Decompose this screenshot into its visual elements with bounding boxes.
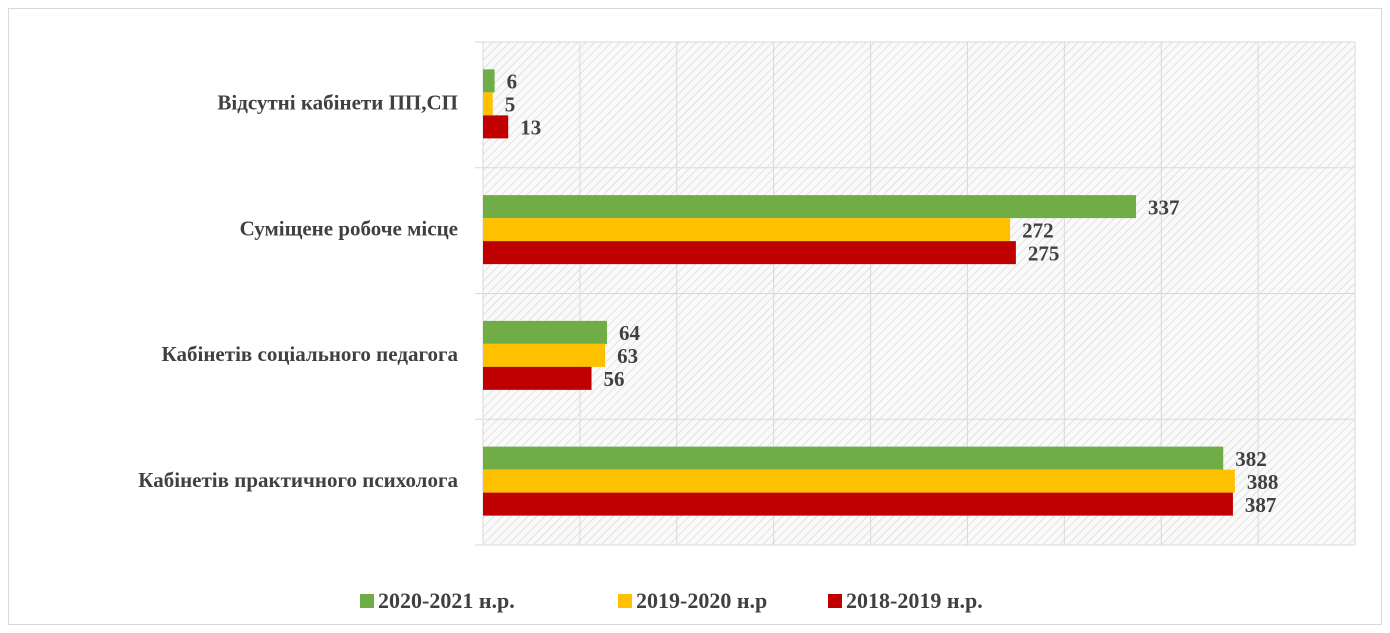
- bar: [483, 446, 1224, 470]
- legend-swatch: [360, 594, 374, 608]
- bar: [483, 492, 1233, 516]
- value-label: 382: [1235, 447, 1267, 471]
- value-label: 272: [1022, 218, 1054, 242]
- category-label: Суміщене робоче місце: [240, 216, 458, 240]
- bar: [483, 69, 495, 93]
- bar: [483, 115, 509, 139]
- category-label: Відсутні кабінети ПП,СП: [217, 91, 458, 115]
- value-label: 5: [505, 93, 516, 117]
- category-label: Кабінетів практичного психолога: [138, 468, 458, 492]
- value-label: 64: [619, 321, 641, 345]
- legend-label: 2019-2020 н.р: [636, 588, 767, 613]
- legend-swatch: [618, 594, 632, 608]
- value-label: 63: [617, 344, 638, 368]
- bar: [483, 343, 606, 367]
- legend-swatch: [828, 594, 842, 608]
- value-label: 337: [1148, 195, 1180, 219]
- value-label: 13: [520, 116, 541, 140]
- category-label: Кабінетів соціального педагога: [162, 342, 459, 366]
- value-label: 275: [1028, 241, 1060, 265]
- bar: [483, 218, 1011, 242]
- value-label: 56: [604, 367, 625, 391]
- bar: [483, 241, 1016, 265]
- value-label: 388: [1247, 470, 1279, 494]
- bar: [483, 366, 592, 390]
- bar: [483, 469, 1235, 493]
- bar: [483, 320, 608, 344]
- legend-label: 2020-2021 н.р.: [378, 588, 515, 613]
- bar: [483, 195, 1137, 219]
- value-label: 387: [1245, 493, 1277, 517]
- bar: [483, 92, 493, 116]
- legend-label: 2018-2019 н.р.: [846, 588, 983, 613]
- value-label: 6: [507, 70, 518, 94]
